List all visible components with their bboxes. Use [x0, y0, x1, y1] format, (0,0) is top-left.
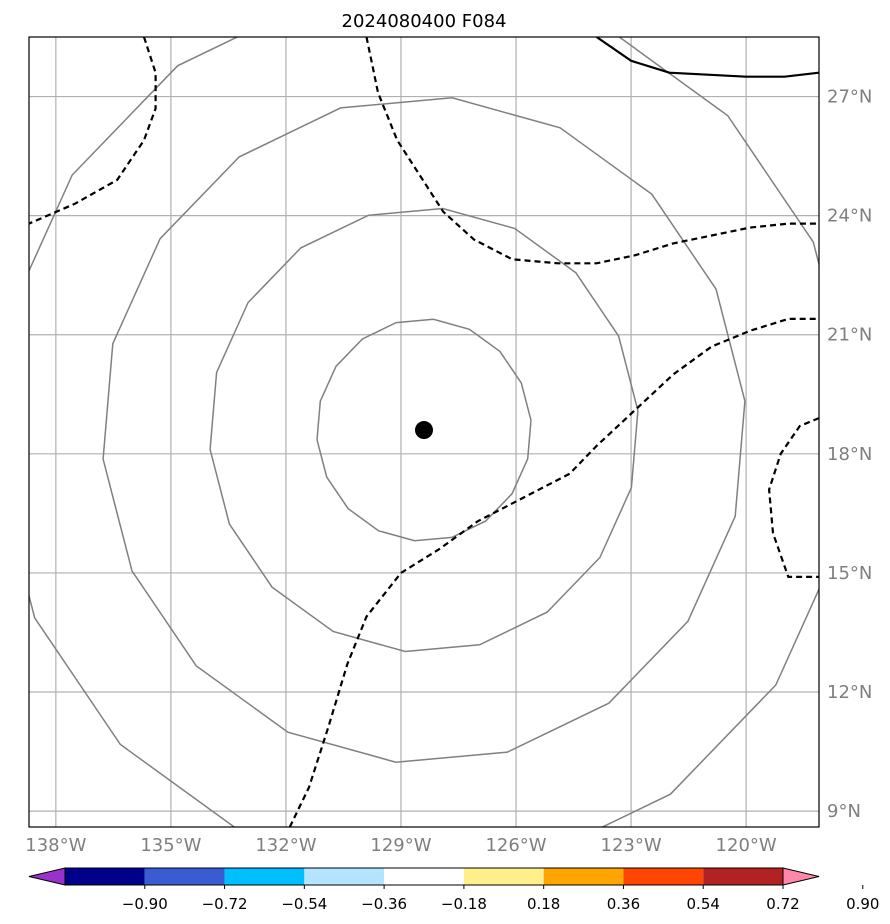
- range-ring: [209, 207, 639, 653]
- storm-center-layer: [415, 421, 433, 440]
- colorbar-label: −0.90: [122, 895, 168, 913]
- lon-label: 132°W: [255, 835, 316, 856]
- colorbar-segment: [144, 868, 225, 885]
- dashed-contour: [365, 37, 819, 265]
- dashed-contour: [288, 317, 819, 827]
- graticule: [29, 37, 819, 827]
- lon-label: 135°W: [140, 835, 201, 856]
- range-ring: [316, 318, 532, 542]
- colorbar-outline: [64, 867, 784, 886]
- colorbar: −0.90 −0.72 −0.54 −0.36 −0.18 0.18 0.36 0.54 0.7…: [28, 867, 879, 913]
- lat-label: 24°N: [827, 206, 872, 227]
- dashed-contour: [767, 417, 819, 579]
- colorbar-label: −0.72: [202, 895, 248, 913]
- lat-label: 12°N: [827, 682, 872, 703]
- dashed-contour: [29, 37, 157, 225]
- colorbar-label: 0.54: [687, 895, 720, 913]
- colorbar-label: 0.72: [766, 895, 799, 913]
- colorbar-segment: [304, 868, 385, 885]
- contour-lines: [29, 37, 819, 827]
- colorbar-max-extend: [782, 867, 820, 886]
- solid-contour: [595, 37, 819, 78]
- colorbar-label: 0.18: [527, 895, 560, 913]
- range-rings: [29, 37, 819, 827]
- lon-label: 123°W: [601, 835, 662, 856]
- lat-label: 18°N: [827, 444, 872, 465]
- colorbar-label: −0.18: [441, 895, 487, 913]
- lat-label: 15°N: [827, 563, 872, 584]
- map-frame: [28, 36, 820, 828]
- lon-label: 138°W: [25, 835, 86, 856]
- colorbar-segment: [543, 868, 624, 885]
- range-ring: [29, 37, 819, 827]
- range-ring: [102, 97, 746, 763]
- lat-label: 21°N: [827, 325, 872, 346]
- colorbar-segment: [463, 868, 544, 885]
- latitude-labels: 9°N 12°N 15°N 18°N 21°N 24°N 27°N: [827, 87, 872, 823]
- longitude-labels: 138°W 135°W 132°W 129°W 126°W 123°W 120°W: [25, 835, 777, 856]
- colorbar-min-extend: [28, 867, 66, 886]
- colorbar-segment: [65, 868, 145, 885]
- colorbar-label: 0.36: [607, 895, 640, 913]
- colorbar-label: 0.90: [846, 895, 879, 913]
- map-plot-area: [29, 37, 819, 827]
- colorbar-label: −0.54: [281, 895, 327, 913]
- colorbar-segment: [384, 868, 464, 885]
- storm-center-marker: [415, 421, 433, 440]
- lon-label: 120°W: [716, 835, 777, 856]
- lon-label: 126°W: [485, 835, 546, 856]
- lat-label: 9°N: [827, 801, 861, 822]
- colorbar-segment: [224, 868, 305, 885]
- colorbar-label: −0.36: [361, 895, 407, 913]
- figure-title: 2024080400 F084: [342, 11, 507, 32]
- colorbar-segment: [703, 868, 783, 885]
- lon-label: 129°W: [370, 835, 431, 856]
- colorbar-segment: [623, 868, 704, 885]
- lat-label: 27°N: [827, 87, 872, 108]
